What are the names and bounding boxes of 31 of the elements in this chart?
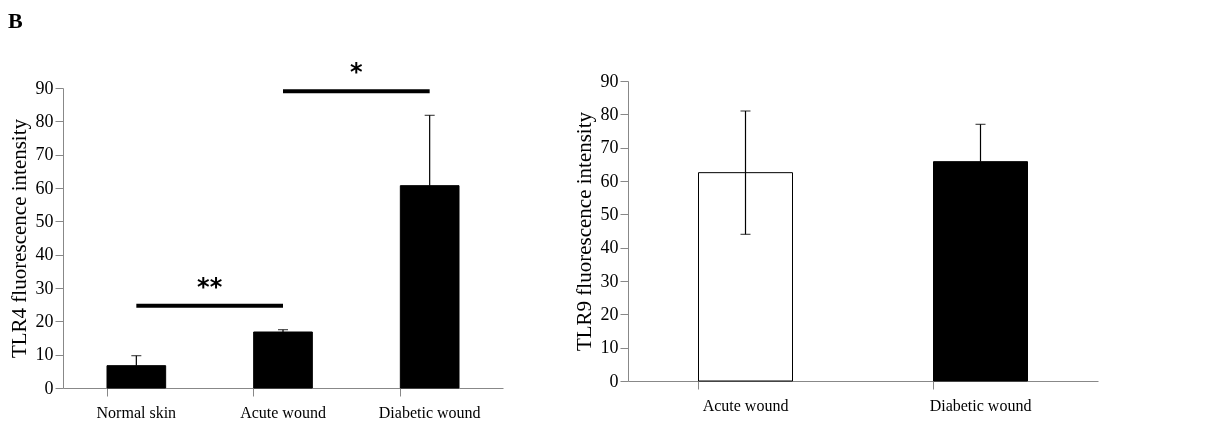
y-tick-label: 0 (44, 377, 54, 398)
y-tick-label: 80 (35, 110, 54, 131)
y-tick-label: 20 (600, 303, 619, 324)
y-tick-label: 10 (35, 344, 54, 365)
y-axis-title: TLR9 fluorescence intensity (571, 111, 596, 352)
y-tick-label: 50 (35, 210, 54, 231)
y-tick-label: 50 (600, 203, 619, 224)
y-tick-label: 40 (35, 244, 54, 265)
x-tick-label: Diabetic wound (929, 396, 1032, 414)
y-tick-label: 30 (600, 270, 619, 291)
y-tick-label: 60 (600, 170, 619, 191)
y-tick-label: 70 (35, 144, 54, 165)
x-tick-label: Diabetic wound (378, 403, 481, 421)
y-tick-label: 30 (35, 277, 54, 298)
y-tick-label: 10 (600, 337, 619, 358)
text: * (350, 58, 364, 87)
y-tick-label: 0 (609, 370, 619, 391)
x-tick-label: Acute wound (702, 396, 789, 414)
bar (253, 331, 313, 389)
annotation: ** (197, 272, 223, 301)
x-tick-label: Acute wound (240, 403, 326, 421)
y-tick-label: 80 (600, 103, 619, 124)
y-tick-label: 90 (35, 77, 54, 98)
y-axis-title: TLR4 fluorescence intensity (6, 118, 31, 359)
chart-title: B (8, 8, 23, 34)
y-tick-label: 60 (35, 177, 54, 198)
x-tick-label: Normal skin (96, 403, 177, 421)
y-tick-label: 90 (600, 70, 619, 91)
y-tick-label: 40 (600, 237, 619, 258)
y-tick-label: 70 (600, 137, 619, 158)
y-tick-label: 20 (35, 310, 54, 331)
